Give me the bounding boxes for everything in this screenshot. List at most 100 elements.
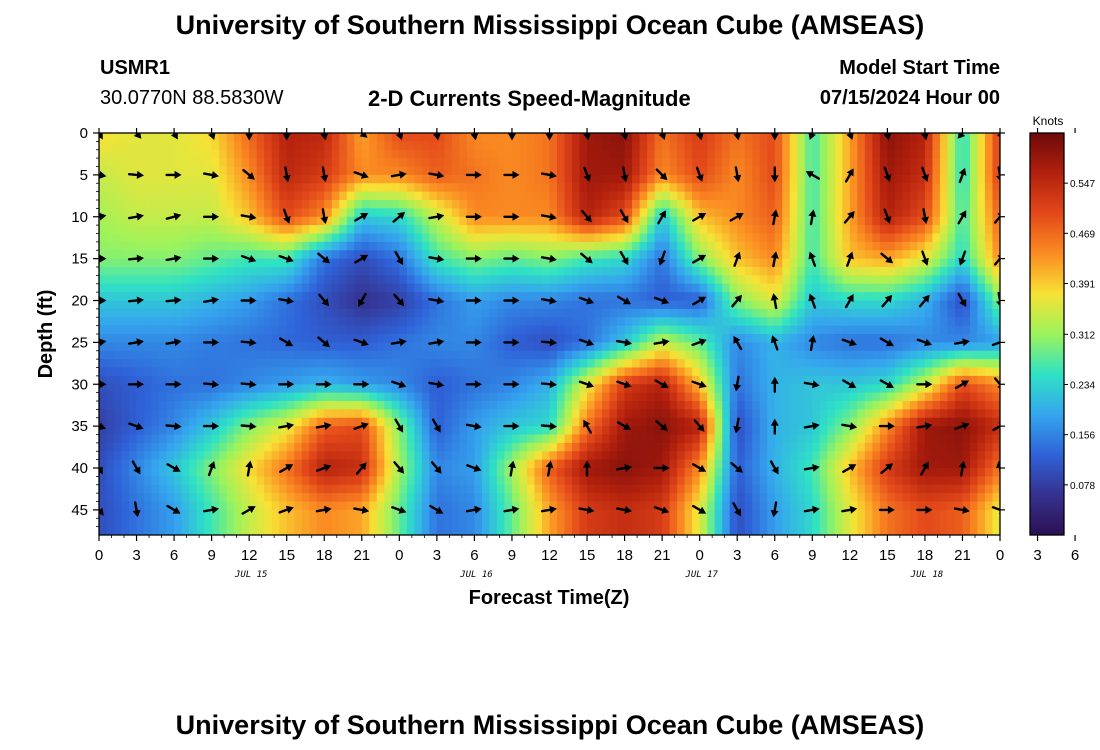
heatmap-cell [549, 233, 558, 243]
heatmap-cell [677, 359, 686, 369]
heatmap-cell [924, 401, 934, 410]
heatmap-cell [106, 334, 115, 343]
heatmap-cell [324, 241, 333, 251]
heatmap-cell [842, 258, 851, 268]
heatmap-cell [962, 451, 971, 461]
heatmap-cell [496, 308, 506, 318]
heatmap-cell [459, 334, 468, 343]
heatmap-cell [496, 292, 506, 302]
heatmap-cell [391, 384, 400, 394]
heatmap-cell [466, 451, 476, 461]
heatmap-cell [264, 283, 273, 293]
heatmap-cell [857, 267, 866, 276]
heatmap-cell [271, 158, 280, 168]
heatmap-cell [707, 216, 716, 226]
heatmap-cell [767, 275, 776, 285]
heatmap-cell [144, 300, 153, 310]
heatmap-cell [489, 459, 498, 469]
heatmap-cell [722, 434, 731, 444]
heatmap-cell [804, 300, 813, 310]
heatmap-cell [414, 434, 423, 444]
heatmap-cell [932, 174, 941, 184]
heatmap-cell [271, 375, 280, 385]
heatmap-cell [331, 241, 340, 251]
heatmap-cell [759, 225, 768, 235]
heatmap-cell [654, 384, 663, 394]
heatmap-cell [106, 317, 115, 327]
heatmap-cell [879, 174, 888, 184]
heatmap-cell [436, 350, 445, 360]
heatmap-cell [624, 325, 633, 335]
heatmap-cell [414, 200, 423, 209]
heatmap-cell [226, 401, 235, 410]
heatmap-cell [902, 459, 911, 469]
heatmap-cell [872, 468, 881, 477]
heatmap-cell [654, 225, 663, 235]
heatmap-cell [166, 158, 175, 168]
heatmap-cell [174, 392, 183, 402]
heatmap-cell [834, 208, 843, 218]
heatmap-cell [789, 459, 798, 469]
heatmap-cell [647, 367, 656, 377]
heatmap-cell [511, 342, 521, 352]
heatmap-cell [189, 174, 198, 184]
heatmap-cell [151, 233, 160, 243]
heatmap-cell [444, 476, 453, 486]
heatmap-cell [129, 342, 138, 352]
heatmap-cell [572, 451, 581, 461]
heatmap-cell [189, 375, 198, 385]
heatmap-cell [677, 133, 686, 142]
heatmap-cell [414, 476, 423, 486]
heatmap-cell [136, 141, 145, 151]
heatmap-cell [159, 283, 168, 293]
heatmap-cell [166, 426, 175, 436]
heatmap-cell [541, 183, 551, 193]
heatmap-cell [887, 158, 896, 168]
heatmap-cell [159, 350, 168, 360]
heatmap-cell [459, 216, 468, 226]
heatmap-cell [106, 308, 115, 318]
heatmap-cell [977, 451, 986, 461]
heatmap-cell [151, 308, 160, 318]
heatmap-cell [797, 417, 806, 427]
heatmap-cell [737, 216, 746, 226]
heatmap-cell [677, 434, 686, 444]
heatmap-cell [264, 417, 273, 427]
heatmap-cell [617, 283, 626, 293]
heatmap-cell [647, 250, 656, 260]
heatmap-cell [804, 468, 813, 477]
heatmap-cell [174, 233, 183, 243]
heatmap-cell [369, 451, 378, 461]
heatmap-cell [767, 250, 776, 260]
heatmap-cell [797, 392, 806, 402]
heatmap-cell [294, 392, 303, 402]
heatmap-cell [279, 250, 288, 260]
heatmap-cell [872, 375, 881, 385]
heatmap-cell [774, 325, 783, 335]
heatmap-cell [301, 183, 310, 193]
heatmap-cell [174, 166, 183, 176]
heatmap-cell [977, 258, 986, 268]
heatmap-cell [594, 275, 603, 285]
heatmap-cell [361, 166, 370, 176]
heatmap-cell [466, 409, 476, 419]
heatmap-cell [504, 216, 513, 226]
heatmap-cell [346, 267, 355, 276]
heatmap-cell [294, 267, 303, 276]
heatmap-cell [211, 334, 220, 343]
heatmap-cell [669, 233, 678, 243]
heatmap-cell [376, 375, 385, 385]
heatmap-cell [857, 375, 866, 385]
heatmap-cell [714, 426, 723, 436]
heatmap-cell [114, 141, 123, 151]
heatmap-cell [451, 225, 460, 235]
heatmap-cell [166, 350, 175, 360]
heatmap-cell [782, 216, 791, 226]
heatmap-cell [376, 166, 385, 176]
heatmap-cell [677, 141, 686, 151]
heatmap-cell [729, 317, 738, 327]
heatmap-cell [984, 267, 994, 276]
heatmap-cell [894, 183, 903, 193]
heatmap-cell [466, 141, 476, 151]
heatmap-cell [166, 359, 175, 369]
